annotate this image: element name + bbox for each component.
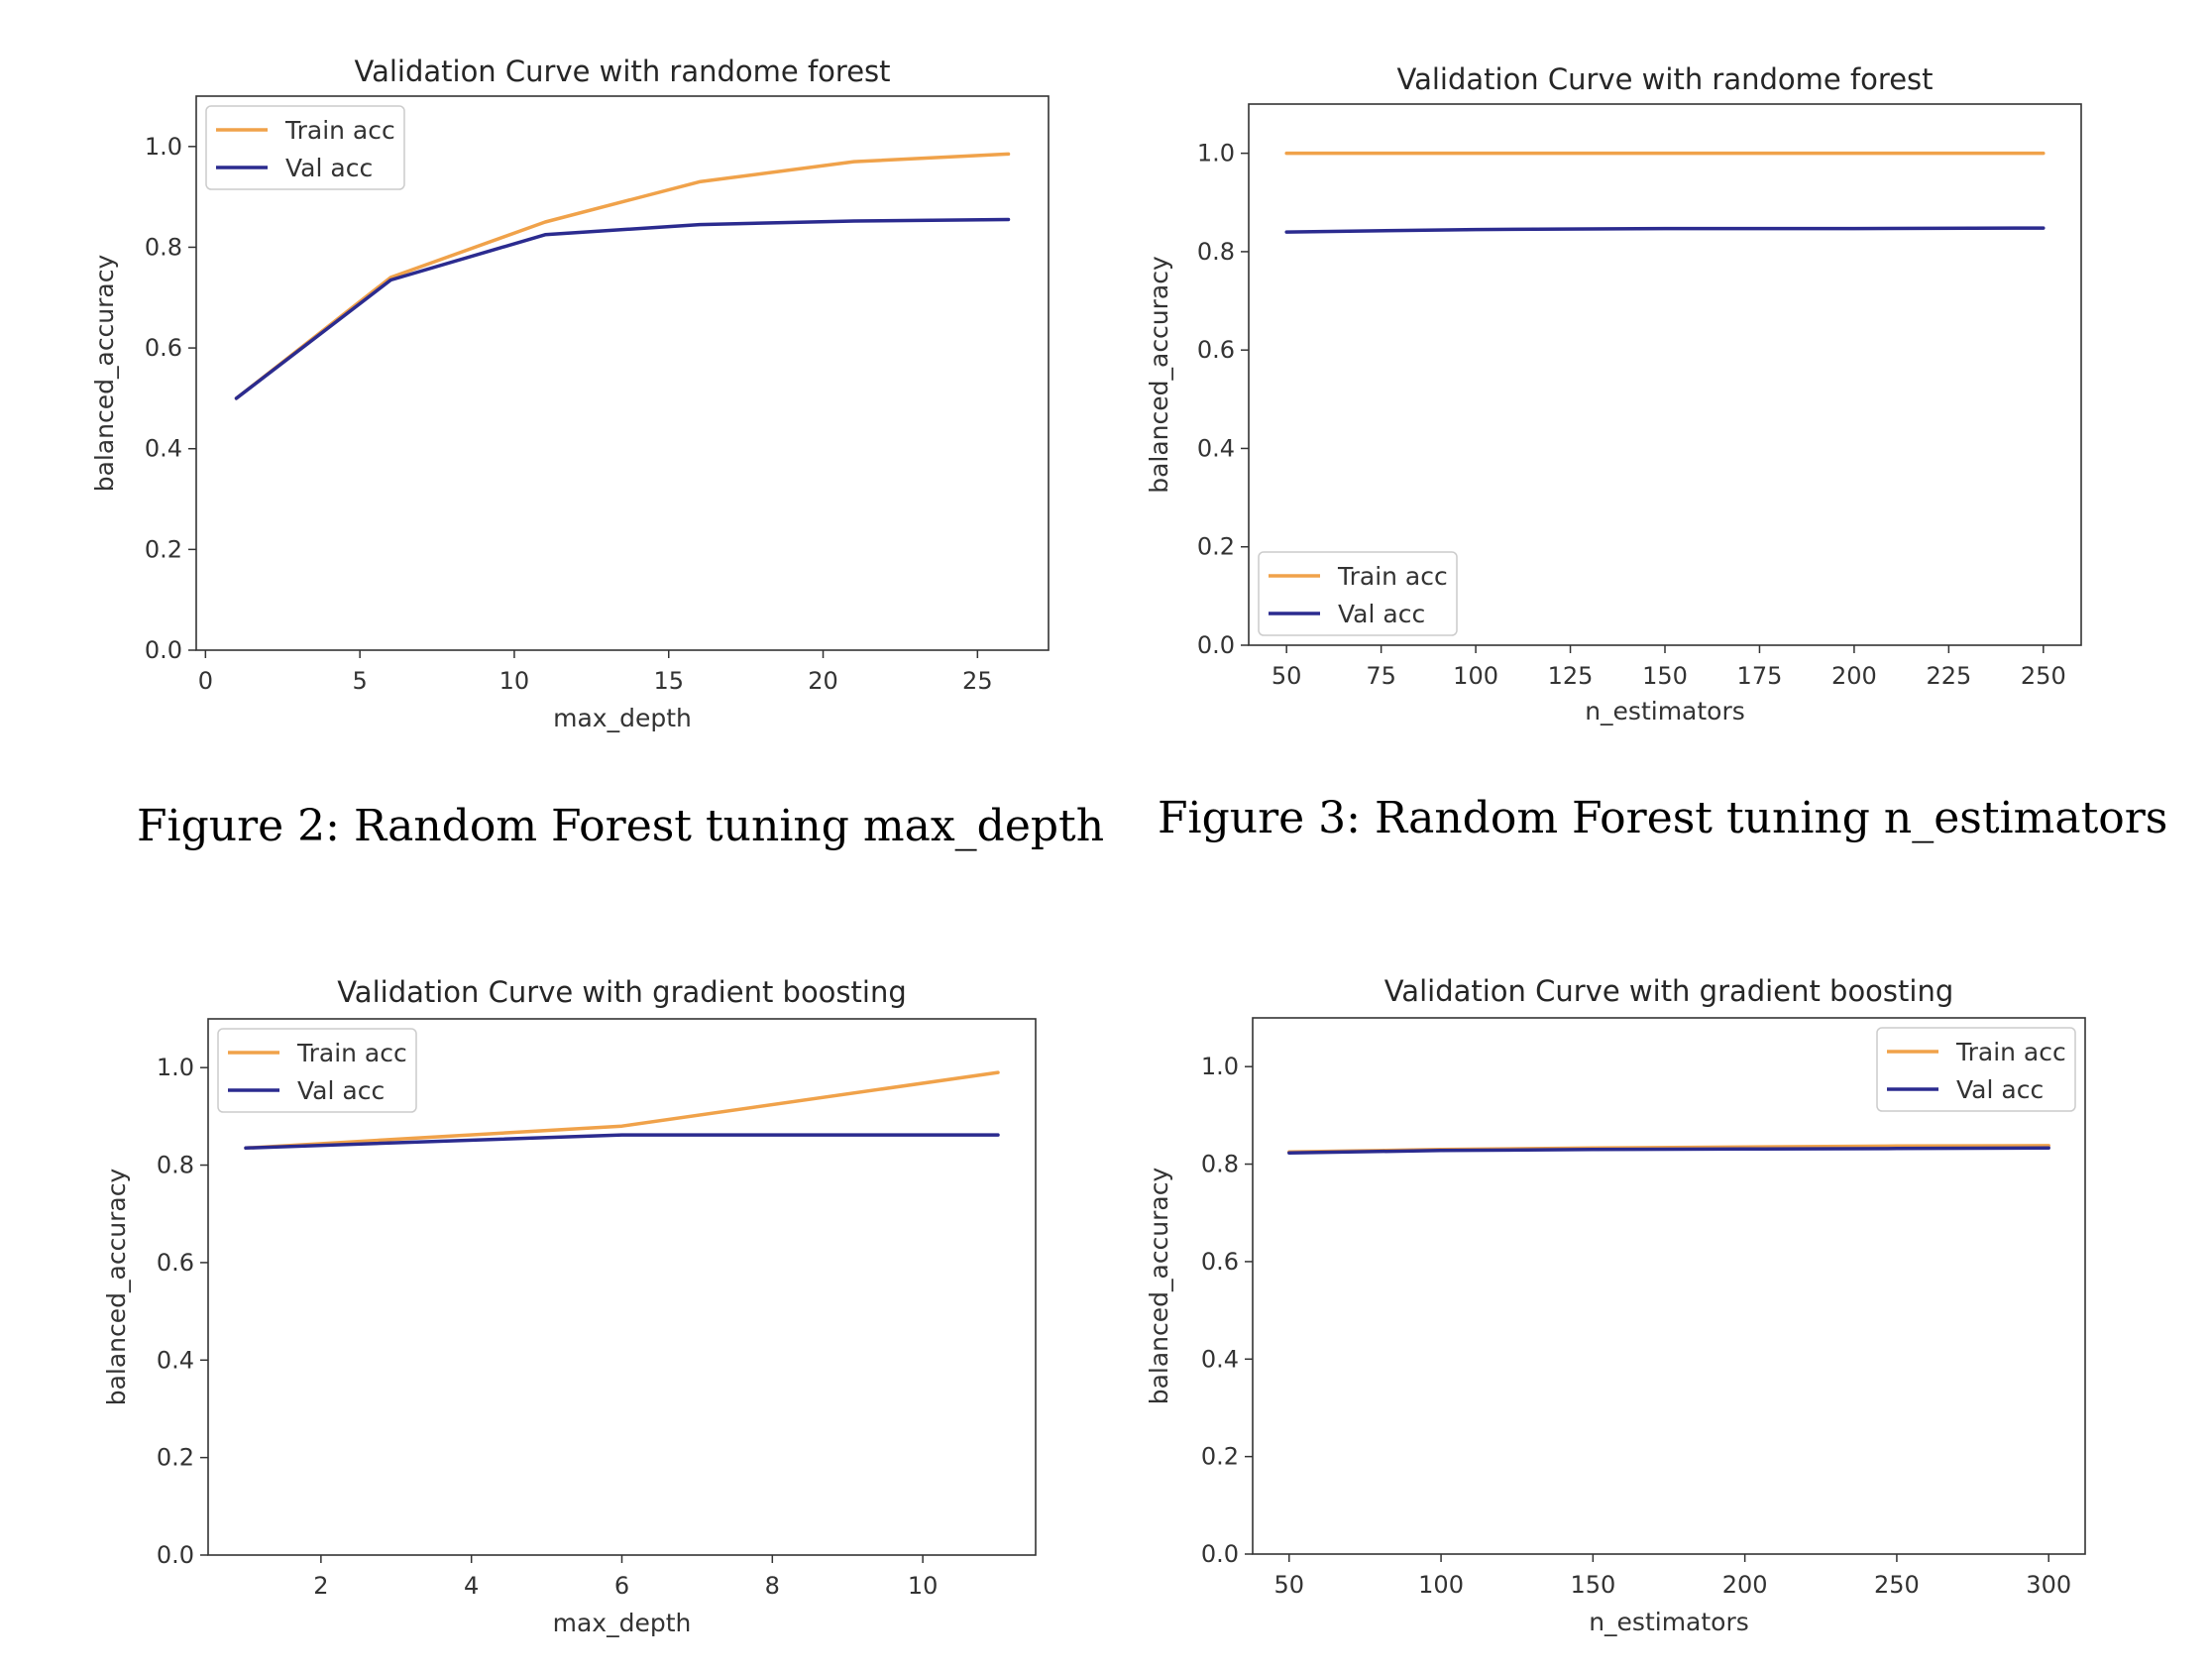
series-line-val (1287, 1146, 2050, 1155)
plot-frame (1252, 1017, 2086, 1555)
chart-title: Validation Curve with randome forest (354, 55, 890, 88)
y-tick-label: 0.4 (145, 435, 182, 463)
chart-gb-n-estimators: Validation Curve with gradient boosting 0… (1145, 974, 2086, 1636)
y-tick-label: 1.0 (145, 133, 182, 161)
x-tick-label: 175 (1737, 662, 1783, 690)
y-tick-label: 0.8 (157, 1152, 194, 1179)
y-axis-label: balanced_accuracy (102, 1169, 131, 1406)
x-tick-label: 50 (1274, 1571, 1305, 1599)
y-tick-label: 0.0 (145, 636, 182, 664)
x-tick-label: 250 (1874, 1571, 1920, 1599)
y-axis-label: balanced_accuracy (90, 255, 119, 493)
series-line-val (1284, 226, 2046, 234)
x-tick-label: 150 (1570, 1571, 1615, 1599)
x-tick-label: 200 (1722, 1571, 1768, 1599)
x-tick-label: 6 (614, 1572, 629, 1600)
legend-label-val: Val acc (285, 154, 373, 182)
chart-title: Validation Curve with gradient boosting (1384, 974, 1954, 1008)
chart-gb-max-depth: Validation Curve with gradient boosting 0… (102, 975, 1037, 1637)
y-axis-label: balanced_accuracy (1145, 1168, 1173, 1405)
x-tick-label: 4 (464, 1572, 479, 1600)
y-tick-label: 1.0 (1197, 140, 1235, 167)
y-tick-label: 0.8 (1197, 238, 1235, 266)
chart-rf-n-estimators: Validation Curve with randome forest 0.0 0… (1145, 62, 2082, 725)
x-tick-label: 225 (1926, 662, 1971, 690)
legend-label-val: Val acc (1338, 600, 1425, 628)
y-tick-label: 0.8 (1201, 1151, 1239, 1178)
x-tick-label: 250 (2021, 662, 2066, 690)
x-tick-label: 20 (808, 667, 838, 695)
x-axis-label: max_depth (553, 1609, 692, 1637)
x-axis-label: n_estimators (1589, 1608, 1749, 1636)
y-tick-label: 0.2 (1201, 1443, 1239, 1471)
x-tick-label: 50 (1272, 662, 1302, 690)
x-tick-label: 8 (765, 1572, 780, 1600)
legend-label-val: Val acc (1956, 1075, 2044, 1104)
x-tick-label: 125 (1548, 662, 1594, 690)
x-tick-label: 0 (198, 667, 213, 695)
x-tick-label: 300 (2026, 1571, 2071, 1599)
y-tick-label: 0.4 (157, 1346, 194, 1374)
x-axis-label: n_estimators (1585, 697, 1745, 725)
series-line-val (234, 217, 1011, 400)
plot-frame (195, 95, 1050, 651)
y-tick-label: 0.4 (1197, 434, 1235, 462)
plot-frame (1248, 103, 2082, 646)
series-line-train (234, 152, 1011, 400)
y-tick-label: 0.2 (1197, 533, 1235, 561)
series-line-train (244, 1070, 1000, 1151)
legend-label-train: Train acc (296, 1039, 407, 1067)
figure-caption-3: Figure 3: Random Forest tuning n_estimat… (1158, 793, 2168, 843)
x-tick-label: 10 (908, 1572, 939, 1600)
y-tick-label: 0.0 (1197, 631, 1235, 659)
x-tick-label: 2 (313, 1572, 328, 1600)
x-tick-label: 25 (962, 667, 993, 695)
chart-rf-max-depth: Validation Curve with randome forest 0.0 0… (90, 55, 1050, 732)
y-tick-label: 1.0 (1201, 1053, 1239, 1080)
series-line-val (244, 1133, 1000, 1151)
legend-label-train: Train acc (284, 116, 395, 145)
x-tick-label: 15 (653, 667, 684, 695)
y-tick-label: 0.6 (145, 334, 182, 362)
plot-frame (207, 1018, 1037, 1556)
y-tick-label: 0.6 (1197, 336, 1235, 364)
figure-caption-2: Figure 2: Random Forest tuning max_depth (137, 801, 1105, 851)
y-tick-label: 0.4 (1201, 1345, 1239, 1373)
y-tick-label: 0.2 (145, 535, 182, 563)
x-tick-label: 75 (1366, 662, 1396, 690)
y-tick-label: 0.6 (157, 1249, 194, 1277)
y-tick-label: 0.2 (157, 1444, 194, 1472)
y-axis-label: balanced_accuracy (1145, 256, 1173, 494)
legend-label-train: Train acc (1337, 562, 1448, 591)
x-tick-label: 5 (353, 667, 368, 695)
x-axis-label: max_depth (553, 704, 692, 732)
y-tick-label: 0.0 (157, 1541, 194, 1569)
x-tick-label: 200 (1831, 662, 1877, 690)
y-tick-label: 0.8 (145, 233, 182, 261)
x-tick-label: 100 (1453, 662, 1498, 690)
x-tick-label: 150 (1642, 662, 1688, 690)
y-tick-label: 1.0 (157, 1054, 194, 1081)
chart-title: Validation Curve with randome forest (1396, 62, 1933, 96)
y-tick-label: 0.0 (1201, 1540, 1239, 1568)
x-tick-label: 100 (1418, 1571, 1464, 1599)
legend-label-train: Train acc (1955, 1038, 2066, 1066)
chart-title: Validation Curve with gradient boosting (337, 975, 907, 1009)
y-tick-label: 0.6 (1201, 1248, 1239, 1276)
legend-label-val: Val acc (297, 1076, 385, 1105)
x-tick-label: 10 (499, 667, 530, 695)
